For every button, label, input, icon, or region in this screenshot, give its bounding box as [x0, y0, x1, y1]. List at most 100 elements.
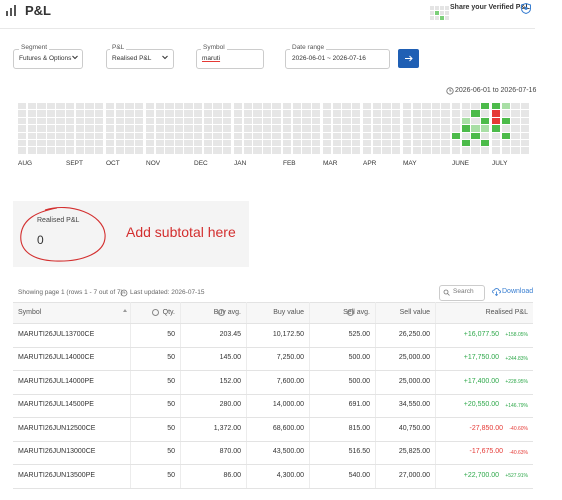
heatmap-cell — [311, 125, 321, 132]
heatmap-cell — [422, 132, 431, 139]
heatmap-cell — [203, 140, 212, 147]
chevron — [162, 55, 168, 60]
heatmap-cell — [213, 117, 222, 125]
heatmap-cell — [85, 132, 94, 139]
heatmap-cell — [292, 117, 301, 125]
heatmap-cell — [302, 125, 311, 132]
table-cell: 14,000.00 — [272, 401, 304, 409]
heatmap-cell — [66, 103, 75, 110]
heatmap-cell — [332, 132, 341, 139]
heatmap-cell — [27, 147, 36, 154]
heatmap-cell — [203, 117, 212, 125]
heatmap-cell — [27, 140, 36, 147]
heatmap-cell — [323, 110, 332, 117]
heatmap-cell — [283, 117, 292, 125]
heatmap-cell — [155, 117, 164, 125]
submit-button[interactable] — [398, 49, 419, 68]
heatmap-cell — [471, 132, 480, 139]
heatmap-cell — [372, 132, 381, 139]
heatmap-cell — [501, 132, 510, 139]
table-header — [13, 302, 533, 323]
heatmap-cell — [431, 140, 441, 147]
heatmap-cell — [213, 132, 222, 139]
heatmap-cell — [18, 103, 27, 110]
heatmap-cell — [94, 103, 104, 110]
heatmap-cell — [471, 103, 480, 110]
heatmap-cell — [66, 147, 75, 154]
heatmap-cell — [234, 110, 243, 117]
heatmap-cell — [403, 103, 412, 110]
heatmap-cell — [94, 110, 104, 117]
heatmap-cell — [363, 125, 372, 132]
heatmap-cell — [382, 140, 391, 147]
heatmap-cell — [520, 103, 530, 110]
heatmap-cell — [155, 110, 164, 117]
heatmap-cell — [272, 110, 281, 117]
filter-value: Futures & Options — [19, 55, 72, 62]
heatmap-cell — [165, 117, 174, 125]
download-link[interactable]: Download — [502, 288, 534, 295]
heatmap-cell — [492, 147, 501, 154]
heatmap: AUG SEPT OCT NOV DEC JAN FEB MAR APR MAY JUNE JULY — [0, 0, 562, 170]
heatmap-cell — [480, 103, 490, 110]
heatmap-cell — [372, 147, 381, 154]
heatmap-cell — [283, 147, 292, 154]
column-header: Sell value — [399, 308, 430, 316]
heatmap-cell — [461, 140, 470, 147]
heatmap-cell — [332, 140, 341, 147]
table-cell: 500.00 — [348, 354, 370, 362]
heatmap-cell — [431, 147, 441, 154]
symbol: MARUTI26JUL13700CE — [18, 330, 95, 338]
heatmap-cell — [342, 147, 351, 154]
heatmap-cell — [501, 110, 510, 117]
mini-cell — [430, 6, 434, 10]
heatmap-cell — [213, 140, 222, 147]
pnl-select[interactable] — [106, 49, 174, 69]
heatmap-cell — [480, 110, 490, 117]
heatmap-cell — [351, 132, 361, 139]
table-cell: 7,250.00 — [276, 354, 304, 362]
table-cell: 540.00 — [348, 471, 370, 479]
heatmap-cell — [165, 140, 174, 147]
table-cell: 25,000.00 — [398, 354, 430, 362]
heatmap-cell — [272, 140, 281, 147]
heatmap-cell — [351, 140, 361, 147]
table-cell: 815.00 — [348, 424, 370, 432]
symbol-input[interactable] — [196, 49, 264, 69]
table-cell: 27,000.00 — [398, 471, 430, 479]
column-header: Sell avg. — [343, 308, 370, 316]
heatmap-cell — [222, 140, 232, 147]
heatmap-cell — [243, 132, 252, 139]
heatmap-cell — [332, 125, 341, 132]
search-placeholder: Search — [453, 288, 474, 295]
heatmap-cell — [174, 140, 184, 147]
heatmap-cell — [492, 125, 501, 132]
heatmap-cell — [234, 125, 243, 132]
heatmap-cell — [351, 117, 361, 125]
mini-cell — [440, 11, 444, 15]
pct-change: +158.05% — [505, 332, 528, 339]
date-range-input[interactable] — [285, 49, 390, 69]
heatmap-cell — [134, 140, 144, 147]
heatmap-cell — [18, 140, 27, 147]
heatmap-cell — [471, 140, 480, 147]
search-icon — [443, 289, 450, 296]
heatmap-cell — [66, 125, 75, 132]
heatmap-cell — [422, 117, 431, 125]
heatmap-cell — [471, 117, 480, 125]
heatmap-cell — [471, 147, 480, 154]
heatmap-cell — [422, 103, 431, 110]
heatmap-cell — [253, 117, 262, 125]
search-input[interactable] — [439, 285, 485, 301]
heatmap-cell — [56, 140, 65, 147]
heatmap-cell — [441, 103, 450, 110]
share-link[interactable]: Share your Verified P&L — [450, 4, 530, 11]
heatmap-cell — [452, 147, 461, 154]
table-cell: 68,600.00 — [272, 424, 304, 432]
heatmap-cell — [302, 147, 311, 154]
filter-value: Realised P&L — [112, 55, 152, 62]
heatmap-cell — [272, 125, 281, 132]
heatmap-cell — [511, 147, 520, 154]
heatmap-cell — [520, 110, 530, 117]
